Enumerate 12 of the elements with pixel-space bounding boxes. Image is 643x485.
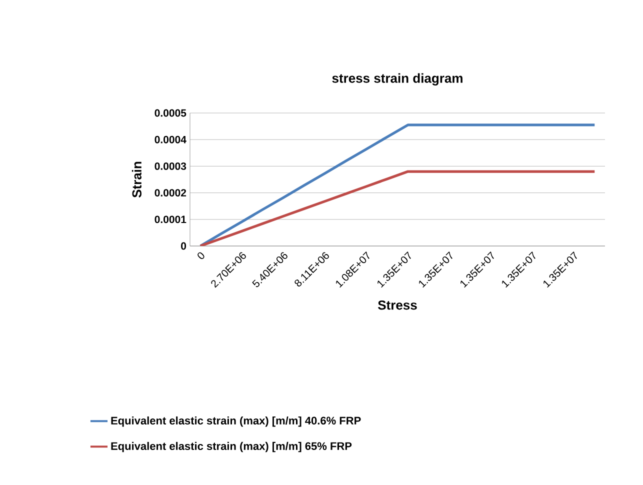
y-tick-label: 0.0002: [154, 189, 186, 197]
legend-label: Equivalent elastic strain (max) [m/m] 65% FRP: [111, 442, 352, 452]
x-tick-label: 0: [198, 252, 204, 260]
y-tick-label: 0.0003: [154, 162, 186, 170]
y-tick-label: 0.0004: [154, 136, 186, 144]
y-axis-title: Strain: [132, 162, 142, 198]
legend-label: Equivalent elastic strain (max) [m/m] 40.6% FRP: [111, 416, 361, 427]
x-axis-title: Stress: [378, 300, 417, 310]
y-tick-label: 0: [181, 242, 186, 250]
y-tick-label: 0.0001: [154, 216, 186, 224]
y-tick-label: 0.0005: [154, 109, 186, 117]
chart-title: stress strain diagram: [332, 73, 462, 86]
